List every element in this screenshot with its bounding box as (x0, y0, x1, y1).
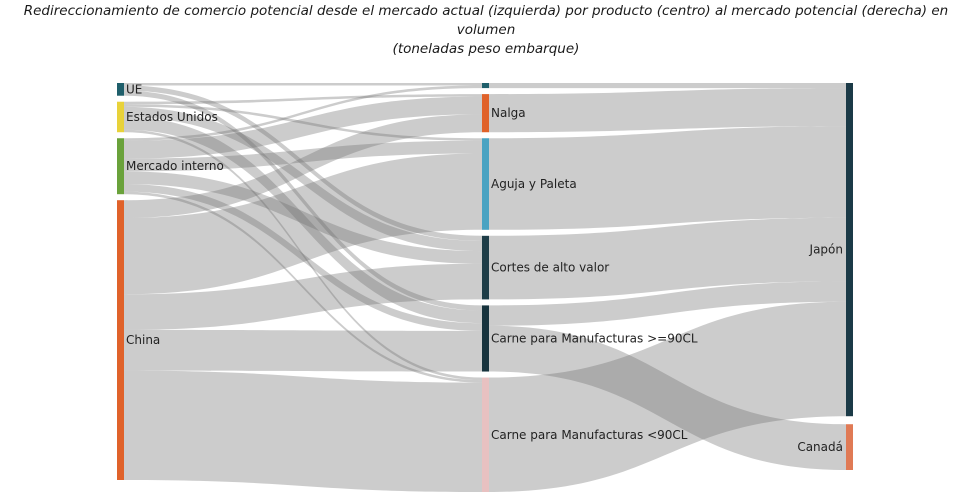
sankey-node-label-ue: UE (126, 82, 142, 96)
sankey-link-mi-to-nalga (124, 96, 482, 159)
sankey-node-label-canada: Canadá (797, 440, 843, 454)
sankey-link-p0-to-japon (489, 83, 846, 89)
sankey-node-china (117, 200, 124, 480)
sankey-node-label-aguja: Aguja y Paleta (491, 177, 577, 191)
sankey-link-china-to-cm90 (124, 329, 482, 372)
sankey-node-eeuu (117, 101, 124, 133)
sankey-link-china-to-aguja (124, 153, 482, 295)
sankey-link-mi-to-cortes (124, 171, 482, 264)
sankey-node-p0 (482, 83, 489, 89)
sankey-node-aguja (482, 138, 489, 230)
sankey-node-label-cm90: Carne para Manufacturas >=90CL (491, 331, 698, 345)
sankey-node-cm90 (482, 305, 489, 372)
sankey-node-label-cortes: Cortes de alto valor (491, 261, 609, 275)
chart-title: Redireccionamiento de comercio potencial… (0, 2, 972, 59)
sankey-labels: UE Estados Unidos Mercado interno China Nalg… (126, 82, 843, 454)
sankey-node-label-nalga: Nalga (491, 106, 526, 120)
sankey-link-eeuu-to-nalga (124, 94, 482, 105)
sankey-link-eeuu-to-aguja (124, 104, 482, 141)
sankey-link-china-to-cortes (124, 263, 482, 330)
sankey-link-ue-to-cm90 (124, 90, 482, 311)
sankey-nodes (117, 83, 853, 492)
sankey-node-cmlt90 (482, 377, 489, 492)
sankey-link-ue-to-cortes (124, 85, 482, 241)
sankey-node-mi (117, 138, 124, 195)
sankey-node-label-china: China (126, 333, 160, 347)
sankey-link-nalga-to-japon (489, 88, 846, 133)
sankey-link-cm90-to-canada (489, 325, 846, 470)
sankey-link-mi-to-p0 (124, 85, 482, 141)
sankey-node-ue (117, 83, 124, 96)
sankey-node-nalga (482, 94, 489, 133)
sankey-link-ue-to-p0 (124, 83, 482, 86)
sankey-link-eeuu-to-cm90 (124, 116, 482, 324)
sankey-node-label-mi: Mercado interno (126, 159, 224, 173)
sankey-link-china-to-nalga (124, 114, 482, 219)
chart-title-line-1: Redireccionamiento de comercio potencial… (23, 3, 949, 38)
sankey-link-mi-to-cm90 (124, 184, 482, 331)
sankey-node-label-cmlt90: Carne para Manufacturas <90CL (491, 428, 688, 442)
sankey-link-mi-to-cmlt90 (124, 191, 482, 383)
sankey-node-label-japon: Japón (809, 243, 843, 257)
sankey-link-china-to-cmlt90 (124, 370, 482, 492)
sankey-link-aguja-to-japon (489, 126, 846, 230)
sankey-links (124, 83, 846, 492)
sankey-link-cortes-to-japon (489, 217, 846, 300)
sankey-link-cmlt90-to-japon (489, 301, 846, 492)
sankey-node-japon (846, 83, 853, 417)
sankey-link-cm90-to-japon (489, 281, 846, 326)
chart-title-line-2: (toneladas peso embarque) (392, 41, 580, 57)
sankey-link-mi-to-aguja (124, 140, 482, 172)
sankey-node-canada (846, 424, 853, 470)
sankey-link-eeuu-to-cmlt90 (124, 129, 482, 381)
sankey-node-cortes (482, 235, 489, 300)
sankey-node-label-eeuu: Estados Unidos (126, 110, 218, 124)
sankey-link-eeuu-to-cortes (124, 106, 482, 252)
